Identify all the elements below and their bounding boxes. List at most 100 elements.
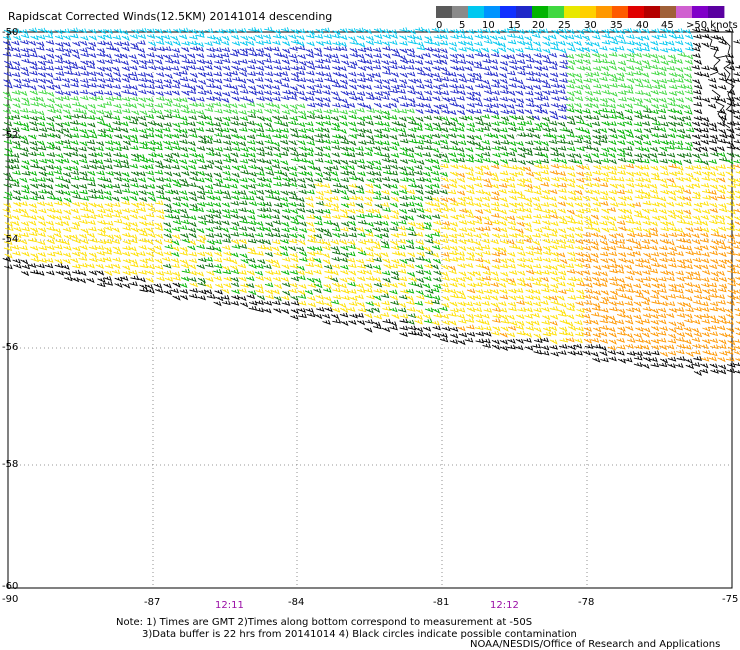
wind-barb [72, 246, 81, 252]
wind-barb [388, 29, 398, 35]
wind-barb [264, 189, 274, 195]
wind-barb [323, 220, 333, 225]
wind-barb [439, 48, 448, 54]
wind-barb [464, 35, 474, 41]
wind-barb [53, 169, 63, 175]
wind-barb [407, 177, 416, 184]
wind-barb [172, 234, 181, 240]
wind-barb [441, 158, 450, 164]
wind-barb [239, 158, 249, 164]
wind-barb [414, 60, 424, 66]
wind-barb [391, 84, 400, 90]
wind-barb [30, 257, 40, 263]
wind-barb [347, 276, 356, 282]
legend-swatch [532, 6, 549, 18]
wind-barb [381, 79, 391, 85]
wind-barb [129, 76, 139, 82]
wind-barb [482, 28, 491, 33]
wind-barb [397, 244, 406, 250]
wind-barb [726, 152, 735, 158]
wind-barb [205, 127, 215, 133]
wind-barb [279, 245, 288, 251]
wind-barb [517, 263, 526, 268]
wind-barb [346, 147, 356, 153]
wind-barb [86, 115, 96, 120]
wind-barb [609, 240, 618, 245]
wind-barb [710, 95, 720, 101]
wind-barb [414, 90, 424, 96]
wind-barb [651, 84, 661, 90]
wind-barb [289, 86, 299, 92]
wind-barb [240, 258, 249, 264]
wind-barb [559, 337, 569, 343]
wind-barb [88, 164, 98, 170]
wind-barb [45, 145, 55, 150]
wind-barb [466, 102, 476, 108]
wind-barb [675, 363, 684, 368]
wind-barb [540, 122, 550, 128]
wind-barb [145, 202, 154, 208]
wind-barb [507, 344, 516, 350]
wind-barb [657, 330, 667, 336]
wind-barb [608, 159, 617, 165]
wind-barb [675, 270, 684, 276]
wind-barb [599, 338, 609, 344]
wind-barb [138, 64, 148, 70]
wind-barb [399, 48, 408, 54]
wind-barb [566, 238, 576, 244]
legend-swatch [484, 6, 501, 18]
wind-barb [322, 120, 332, 126]
wind-barb [734, 370, 740, 374]
wind-barb [37, 232, 46, 238]
wind-barb [516, 221, 525, 227]
wind-barb [88, 41, 97, 47]
wind-barb [288, 140, 297, 146]
wind-barb [111, 239, 121, 244]
lat-label-60: -60 [2, 581, 19, 592]
wind-barb [650, 133, 660, 138]
wind-barb [61, 139, 71, 145]
wind-barb [273, 181, 282, 187]
wind-barb [473, 76, 483, 82]
wind-barb [607, 345, 616, 351]
wind-barb [63, 48, 72, 54]
wind-barb [456, 157, 466, 163]
wind-barb [499, 289, 508, 295]
wind-barb [391, 314, 400, 320]
wind-barb [221, 220, 230, 226]
wind-barb [626, 34, 635, 40]
wind-barb [456, 133, 466, 139]
wind-barb [103, 114, 112, 119]
wind-barb [79, 40, 88, 47]
wind-barb [557, 84, 566, 90]
wind-barb [272, 141, 281, 148]
wind-barb [641, 42, 650, 48]
wind-barb [624, 295, 633, 301]
wind-barb [657, 337, 667, 343]
wind-barb [558, 114, 567, 120]
wind-barb [423, 96, 432, 102]
wind-barb [54, 263, 64, 269]
wind-barb [676, 356, 686, 361]
wind-barb [398, 116, 407, 122]
wind-barb [734, 345, 740, 350]
wind-barb [30, 101, 40, 107]
wind-barb [405, 215, 415, 221]
wind-barb [416, 207, 425, 213]
wind-barb [323, 53, 332, 59]
wind-barb [288, 53, 298, 59]
wind-barb [298, 146, 307, 152]
wind-barb [314, 114, 324, 120]
wind-barb [146, 288, 155, 294]
wind-barb [657, 114, 667, 120]
wind-barb [583, 171, 593, 177]
wind-barb [46, 270, 55, 276]
wind-barb [340, 264, 349, 270]
wind-barb [348, 78, 357, 84]
wind-barb [390, 97, 400, 104]
wind-barb [709, 250, 719, 256]
wind-barb [315, 200, 325, 206]
wind-barb [322, 319, 331, 325]
wind-barb [13, 35, 22, 41]
wind-barb [281, 301, 291, 306]
